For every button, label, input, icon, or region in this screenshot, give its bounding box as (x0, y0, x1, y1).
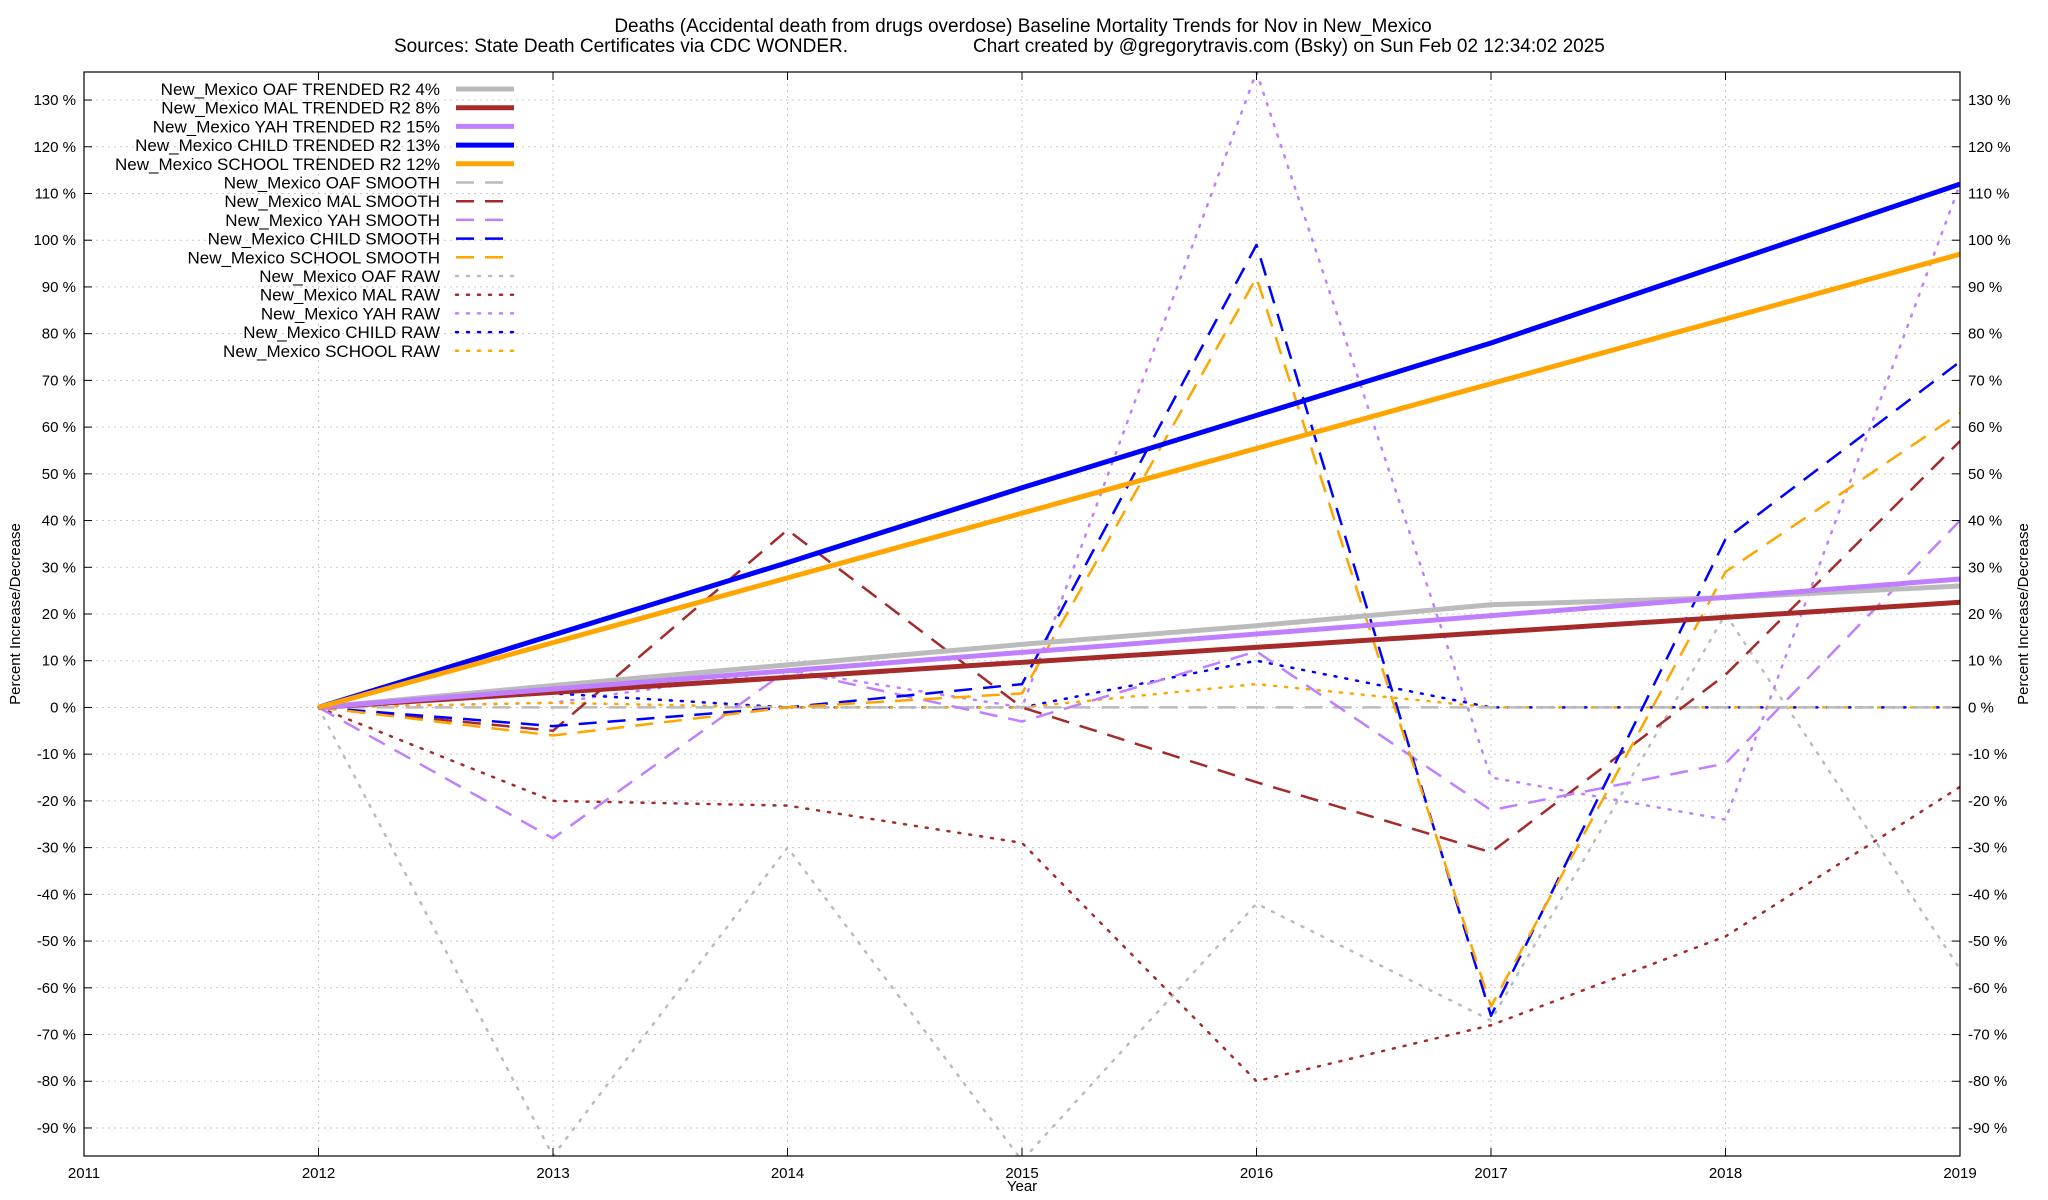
x-tick-label: 2017 (1474, 1165, 1507, 1182)
y-tick-label-left: 80 % (42, 326, 76, 343)
grid (83, 72, 1961, 1156)
y-tick-label-left: 20 % (42, 606, 76, 623)
x-tick-label: 2018 (1709, 1165, 1742, 1182)
legend-label-12: New_Mexico YAH RAW (261, 304, 440, 323)
y-tick-label-left: -70 % (37, 1027, 76, 1044)
y-tick-label-right: -10 % (1968, 746, 2007, 763)
y-tick-label-left: 110 % (35, 185, 76, 202)
y-tick-label-left: 50 % (42, 466, 76, 483)
legend-label-9: New_Mexico SCHOOL SMOOTH (187, 248, 440, 267)
series-line-2 (318, 576, 1960, 710)
y-tick-label-left: -10 % (37, 746, 76, 763)
legend-label-0: New_Mexico OAF TRENDED R2 4% (161, 80, 440, 99)
series-line-10 (317, 612, 1960, 1156)
legend-label-3: New_Mexico CHILD TRENDED R2 13% (135, 136, 440, 155)
y-tick-label-right: 70 % (1968, 372, 2002, 389)
y-tick-label-left: 40 % (42, 513, 76, 530)
y-tick-label-right: 0 % (1968, 699, 1994, 716)
y-tick-label-right: 130 % (1968, 92, 2011, 109)
x-tick-label: 2011 (68, 1165, 100, 1182)
series-line-6 (318, 440, 1960, 854)
plot-series (317, 72, 1960, 1156)
y-tick-label-right: -70 % (1968, 1027, 2007, 1044)
y-tick-label-right: -60 % (1968, 980, 2007, 997)
y-tick-label-right: 30 % (1968, 559, 2002, 576)
series-line-3 (317, 181, 1960, 710)
x-tick-label: 2019 (1943, 1165, 1976, 1182)
y-tick-label-right: 80 % (1968, 326, 2002, 343)
y-tick-label-right: 50 % (1968, 466, 2002, 483)
y-tick-label-right: -30 % (1968, 840, 2007, 857)
y-tick-label-left: 100 % (33, 232, 76, 249)
legend-label-2: New_Mexico YAH TRENDED R2 15% (153, 117, 440, 136)
y-tick-label-right: 100 % (1968, 232, 2011, 249)
legend-label-5: New_Mexico OAF SMOOTH (224, 174, 440, 193)
x-tick-label: 2013 (536, 1165, 569, 1182)
y-tick-label-left: -50 % (37, 933, 76, 950)
y-tick-label-left: -30 % (37, 840, 76, 857)
y-tick-label-right: -20 % (1968, 793, 2007, 810)
y-tick-label-right: -90 % (1968, 1120, 2007, 1137)
legend-label-10: New_Mexico OAF RAW (259, 267, 440, 286)
y-axis-label-left: Percent Increase/Decrease (7, 523, 24, 705)
y-tick-label-right: 90 % (1968, 279, 2002, 296)
y-tick-label-right: -40 % (1968, 886, 2007, 903)
y-tick-label-right: 40 % (1968, 513, 2002, 530)
y-tick-label-left: 70 % (42, 372, 76, 389)
legend-label-6: New_Mexico MAL SMOOTH (224, 192, 440, 211)
legend-label-4: New_Mexico SCHOOL TRENDED R2 12% (115, 155, 440, 174)
legend-label-11: New_Mexico MAL RAW (260, 286, 440, 305)
legend-label-14: New_Mexico SCHOOL RAW (223, 342, 440, 361)
legend-label-7: New_Mexico YAH SMOOTH (225, 211, 440, 230)
series-line-11 (317, 706, 1960, 1083)
y-tick-label-left: -90 % (37, 1120, 76, 1137)
series-line-1 (318, 599, 1960, 710)
y-tick-label-left: 120 % (33, 139, 76, 156)
legend-label-8: New_Mexico CHILD SMOOTH (208, 230, 440, 249)
legend: New_Mexico OAF TRENDED R2 4%New_Mexico M… (115, 80, 516, 361)
y-tick-label-left: 90 % (42, 279, 76, 296)
y-tick-label-left: 10 % (42, 653, 76, 670)
y-tick-label-right: -80 % (1968, 1073, 2007, 1090)
x-tick-label: 2016 (1240, 1165, 1273, 1182)
series-line-7 (317, 519, 1960, 840)
y-tick-label-right: 60 % (1968, 419, 2002, 436)
y-tick-label-left: 130 % (33, 92, 76, 109)
chart-title: Deaths (Accidental death from drugs over… (614, 16, 1431, 37)
y-tick-label-right: 10 % (1968, 653, 2002, 670)
y-tick-label-left: 30 % (42, 559, 76, 576)
y-tick-label-left: -20 % (37, 793, 76, 810)
y-axis-label-right: Percent Increase/Decrease (2015, 523, 2032, 705)
x-tick-label: 2015 (1005, 1165, 1038, 1182)
series-line-12 (317, 72, 1960, 821)
y-tick-label-left: 0 % (50, 699, 76, 716)
y-tick-label-left: -60 % (37, 980, 76, 997)
series-line-4 (317, 251, 1960, 710)
y-tick-label-right: 120 % (1968, 139, 2011, 156)
y-tick-label-left: -80 % (37, 1073, 76, 1090)
y-tick-label-left: 60 % (42, 419, 76, 436)
y-tick-label-right: 110 % (1968, 185, 2009, 202)
chart-subtitle-right: Chart created by @gregorytravis.com (Bsk… (973, 36, 1605, 57)
x-tick-label: 2014 (771, 1165, 804, 1182)
legend-label-1: New_Mexico MAL TRENDED R2 8% (161, 99, 440, 118)
series-line-9 (318, 276, 1960, 1008)
x-axis-label: Year (1007, 1178, 1037, 1195)
y-tick-label-right: 20 % (1968, 606, 2002, 623)
legend-label-13: New_Mexico CHILD RAW (243, 323, 440, 342)
y-tick-label-left: -40 % (37, 886, 76, 903)
axis-ticks: 130 % 130 % 120 % 120 % 110 % 110 % 100 % 100 %… (33, 72, 2011, 1182)
y-tick-label-right: -50 % (1968, 933, 2007, 950)
x-tick-label: 2012 (302, 1165, 335, 1182)
chart-subtitle-left: Sources: State Death Certificates via CD… (394, 36, 848, 57)
